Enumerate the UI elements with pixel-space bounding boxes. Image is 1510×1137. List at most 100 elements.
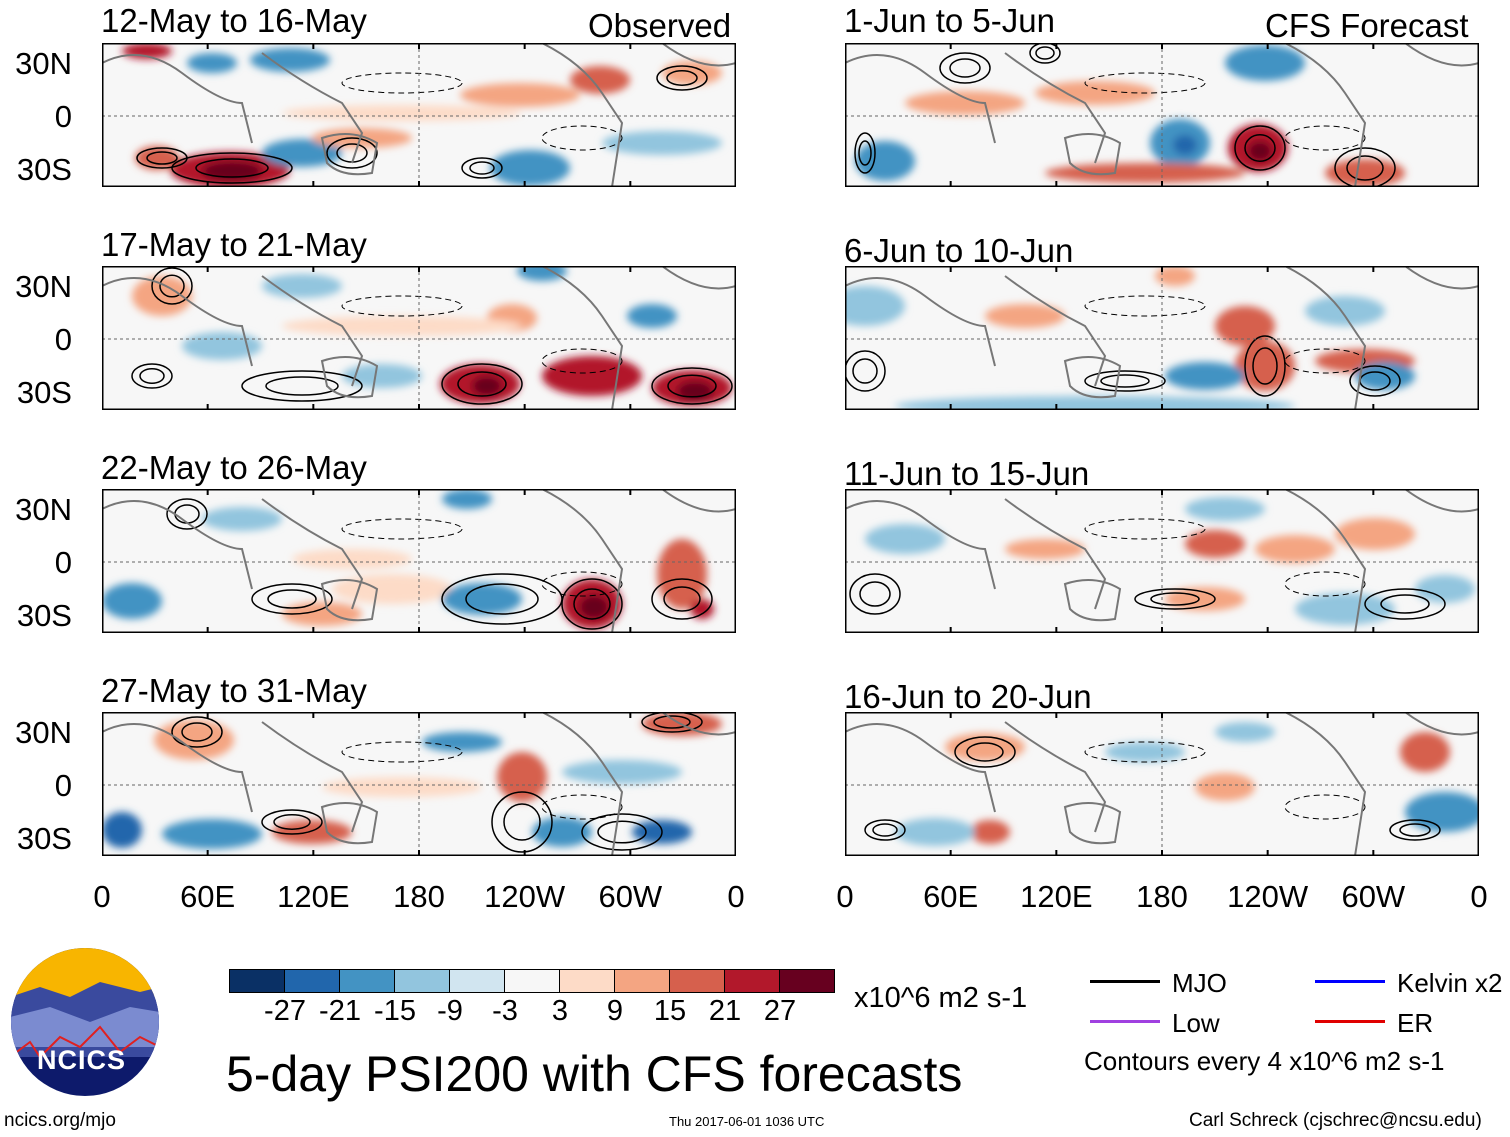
anomaly-blob [497, 752, 547, 802]
mjo-contour [845, 350, 886, 392]
map-panel [102, 489, 736, 633]
lon-tick-label: 120W [1227, 879, 1309, 914]
anomaly-blob [895, 396, 1295, 410]
australia-outline [320, 356, 379, 399]
anomaly-blob [342, 364, 422, 388]
coastlines [102, 489, 736, 633]
anomaly-blob [865, 524, 945, 554]
colorbar-label: 9 [606, 995, 624, 1027]
legend-line-low [1090, 1020, 1160, 1023]
anomaly-blob [442, 489, 492, 509]
colorbar-bin [285, 970, 340, 992]
column-header: Observed [588, 7, 732, 44]
anomaly-blob [1235, 341, 1295, 391]
mjo-contour [461, 157, 503, 179]
colorbar-bin [505, 970, 560, 992]
anomaly-blob [1045, 163, 1245, 183]
colorbar-label: -15 [374, 995, 416, 1027]
mjo-contour [573, 588, 611, 620]
lat-tick-label: 30S [16, 821, 72, 856]
ncics-logo [11, 948, 159, 1096]
mjo-contour [166, 498, 208, 530]
anomaly-blob [905, 91, 1025, 115]
panel-title: 12-May to 16-May [101, 2, 367, 39]
mjo-contour [146, 151, 178, 165]
dashed-contour [541, 571, 623, 597]
legend-label: MJO [1172, 968, 1227, 998]
coastlines [845, 712, 1479, 856]
mjo-contour [1100, 374, 1150, 388]
lon-tick-label: 0 [836, 879, 854, 914]
panel-title: 1-Jun to 5-Jun [844, 2, 1055, 39]
mjo-contour [171, 716, 223, 748]
figure-title: 5-day PSI200 with CFS forecasts [226, 1046, 963, 1102]
anomaly-blob [1173, 135, 1197, 155]
lat-tick-label: 0 [54, 322, 72, 357]
coastlines [845, 489, 1479, 633]
mjo-contour [491, 791, 553, 853]
anomaly-blob [1295, 593, 1395, 625]
mjo-contour [503, 803, 541, 841]
panel-title: 11-Jun to 15-Jun [844, 455, 1090, 492]
mjo-contour [1244, 335, 1286, 397]
anomaly-blob [579, 595, 609, 619]
colorbar [229, 969, 835, 993]
anomaly-blob [422, 732, 502, 752]
lon-tick-label: 120E [1020, 879, 1093, 914]
panel-title: 17-May to 21-May [101, 226, 367, 263]
mjo-contour [653, 715, 691, 729]
mjo-contour [267, 589, 317, 609]
colorbar-label: 27 [763, 995, 797, 1027]
mjo-contour [181, 722, 213, 742]
dashed-contour [1084, 518, 1206, 540]
dashed-contour [341, 72, 463, 94]
lat-tick-label: 30N [15, 269, 72, 304]
map-panel [845, 266, 1479, 410]
anomaly-blob [442, 583, 522, 615]
mjo-contour [667, 374, 717, 398]
anomaly-blob [292, 549, 412, 569]
anomaly-blob [1255, 535, 1335, 563]
anomaly-blob [282, 602, 362, 626]
contour-note: Contours every 4 x10^6 m2 s-1 [1084, 1046, 1445, 1076]
australia-outline [320, 802, 379, 845]
lon-tick-label: 0 [93, 879, 111, 914]
mjo-contour [465, 583, 539, 615]
mjo-contour [139, 368, 165, 384]
mjo-contour [1380, 594, 1430, 614]
coastlines [845, 43, 1479, 187]
legend-line-mjo [1090, 980, 1160, 983]
anomaly-blob [1035, 81, 1155, 105]
colorbar-label: -3 [492, 995, 518, 1027]
mjo-contour [261, 809, 323, 835]
mjo-contour [1244, 134, 1276, 162]
colorbar-bin [725, 970, 780, 992]
dashed-contour [341, 518, 463, 540]
dashed-contour [541, 794, 623, 820]
colorbar-label: -9 [437, 995, 463, 1027]
mjo-contour [1084, 370, 1166, 392]
map-panel [102, 266, 736, 410]
lon-tick-label: 60E [923, 879, 979, 914]
anomaly-blob [250, 48, 330, 72]
mjo-contour [1334, 147, 1396, 187]
lat-tick-label: 0 [54, 768, 72, 803]
anomaly-blob [332, 574, 452, 604]
mjo-contour [131, 363, 173, 389]
anomaly-blob [1335, 518, 1415, 550]
anomaly-blob [262, 274, 342, 298]
lat-tick-label: 30S [16, 598, 72, 633]
mjo-contour [469, 161, 495, 175]
mjo-contour [171, 152, 293, 184]
mjo-contour [1134, 588, 1216, 610]
panel-title: 27-May to 31-May [101, 672, 367, 709]
legend-label: ER [1397, 1008, 1434, 1038]
legend-label: Low [1172, 1008, 1220, 1038]
mjo-contour [854, 132, 876, 174]
colorbar-bin [230, 970, 285, 992]
mjo-contour [159, 274, 185, 298]
mjo-contour [1389, 819, 1441, 841]
anomaly-blob [154, 720, 234, 760]
legend-line-er [1315, 1020, 1385, 1023]
